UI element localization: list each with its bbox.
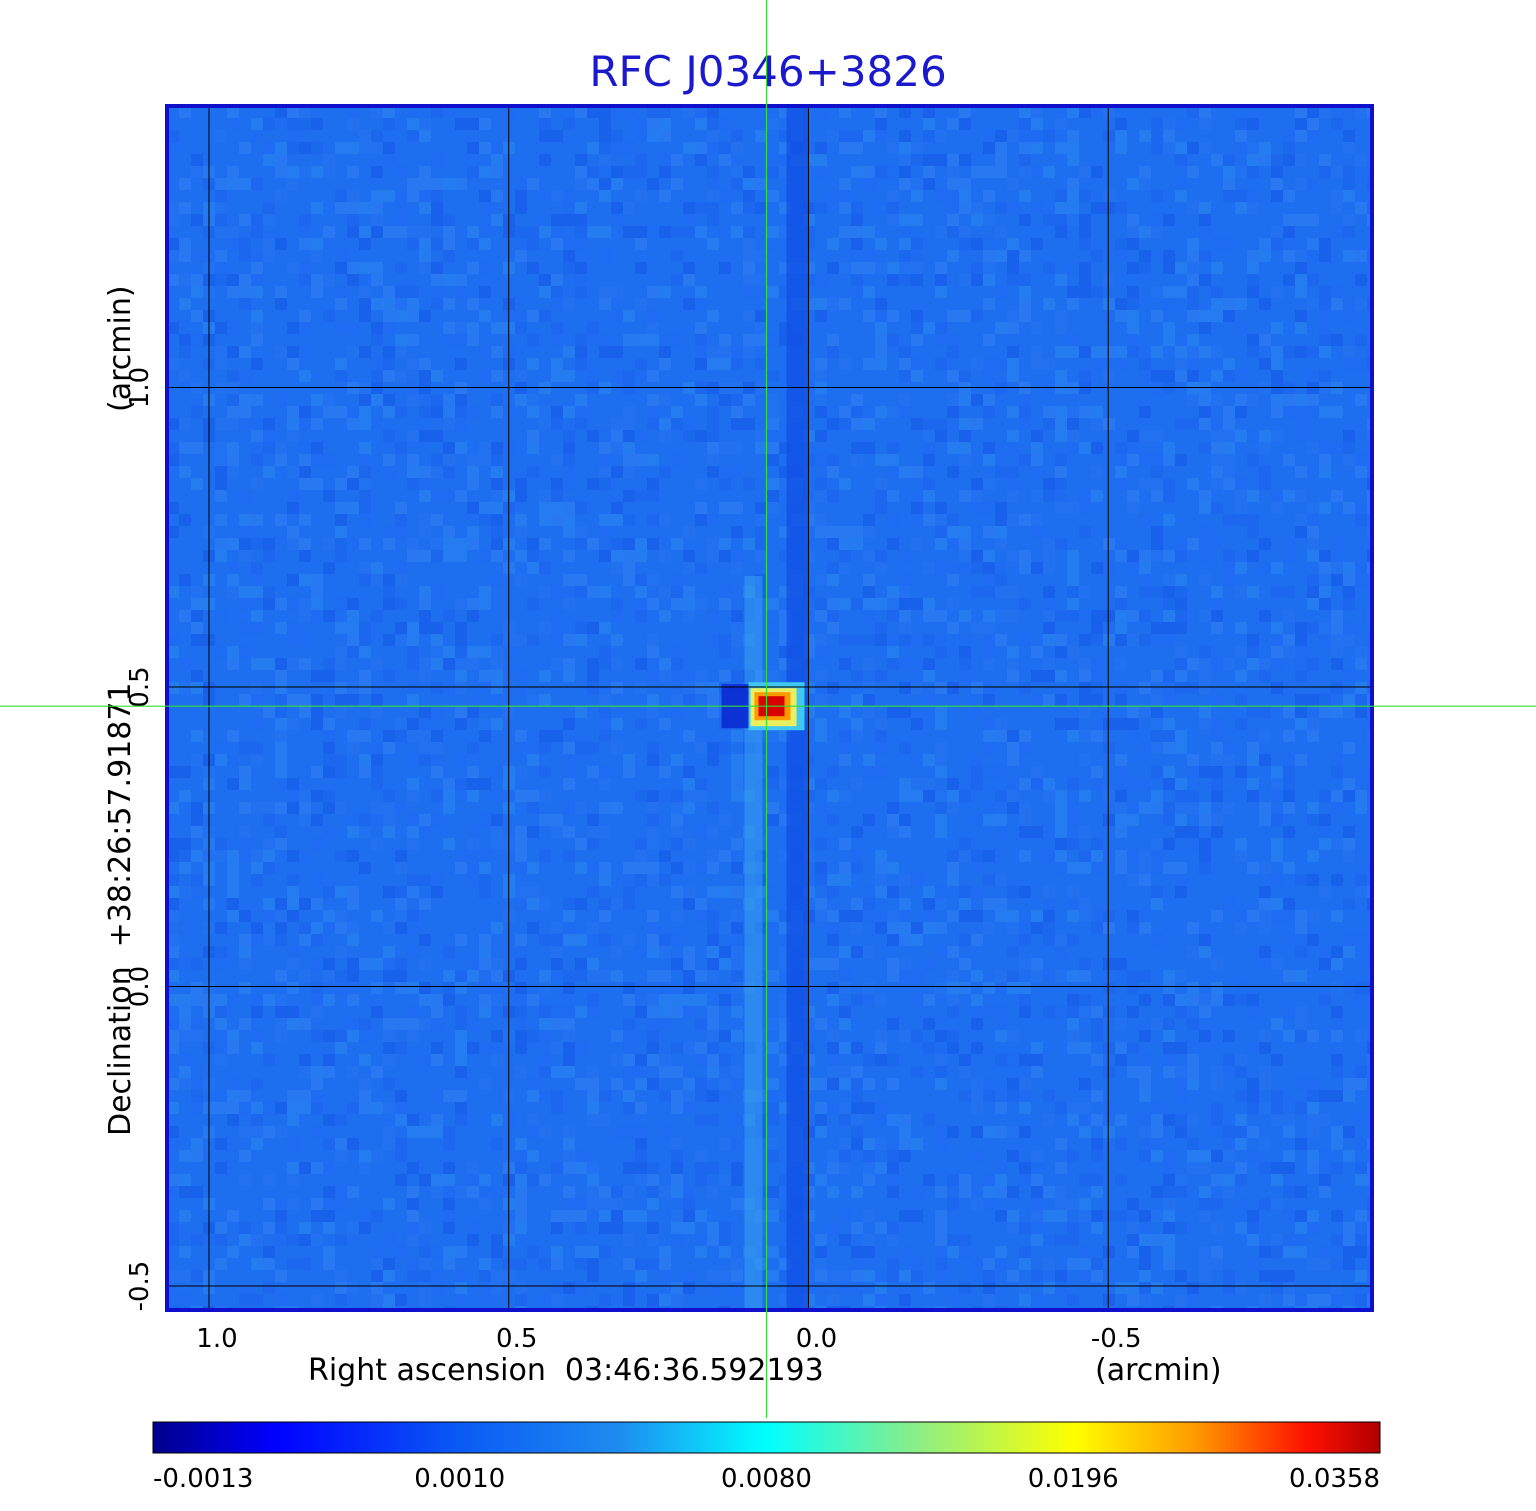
- colorbar: -0.0013 0.0010 0.0080 0.0196 0.0358: [152, 1421, 1381, 1494]
- colorbar-tick-label: -0.0013: [153, 1464, 253, 1494]
- x-tick-labels: 1.0 0.5 0.0 -0.5: [196, 1324, 1141, 1354]
- x-tick-label: 0.0: [796, 1324, 837, 1354]
- colorbar-tick-labels: -0.0013 0.0010 0.0080 0.0196 0.0358: [153, 1464, 1380, 1494]
- x-axis-label: Right ascension 03:46:36.592193: [308, 1353, 824, 1388]
- y-axis-label: Declination +38:26:57.91871: [103, 682, 138, 1136]
- grid-lines: [167, 106, 1372, 1310]
- y-tick-label: 0.0: [125, 966, 155, 1007]
- x-axis-unit: (arcmin): [1095, 1353, 1222, 1388]
- y-tick-label: -0.5: [125, 1261, 155, 1312]
- chart-title: RFC J0346+3826: [589, 47, 946, 96]
- plot-area: [165, 104, 1374, 1312]
- colorbar-tick-label: 0.0358: [1289, 1464, 1380, 1494]
- y-tick-label: 1.0: [125, 367, 155, 408]
- y-axis-unit: (arcmin): [103, 285, 138, 412]
- y-tick-labels: -0.5 0.0 0.5 1.0: [125, 367, 155, 1312]
- light-stripe: [744, 576, 763, 1310]
- x-tick-label: -0.5: [1091, 1324, 1142, 1354]
- colorbar-tick-label: 0.0080: [721, 1464, 812, 1494]
- x-tick-label: 0.5: [496, 1324, 537, 1354]
- colorbar-tick-label: 0.0196: [1028, 1464, 1119, 1494]
- x-tick-label: 1.0: [196, 1324, 237, 1354]
- crosshair: [0, 0, 1536, 1418]
- colorbar-tick-label: 0.0010: [414, 1464, 505, 1494]
- heatmap-noise: [167, 106, 1372, 1310]
- y-tick-label: 0.5: [125, 666, 155, 707]
- colorbar-gradient: [152, 1421, 1381, 1454]
- plot-frame: [165, 104, 1374, 1312]
